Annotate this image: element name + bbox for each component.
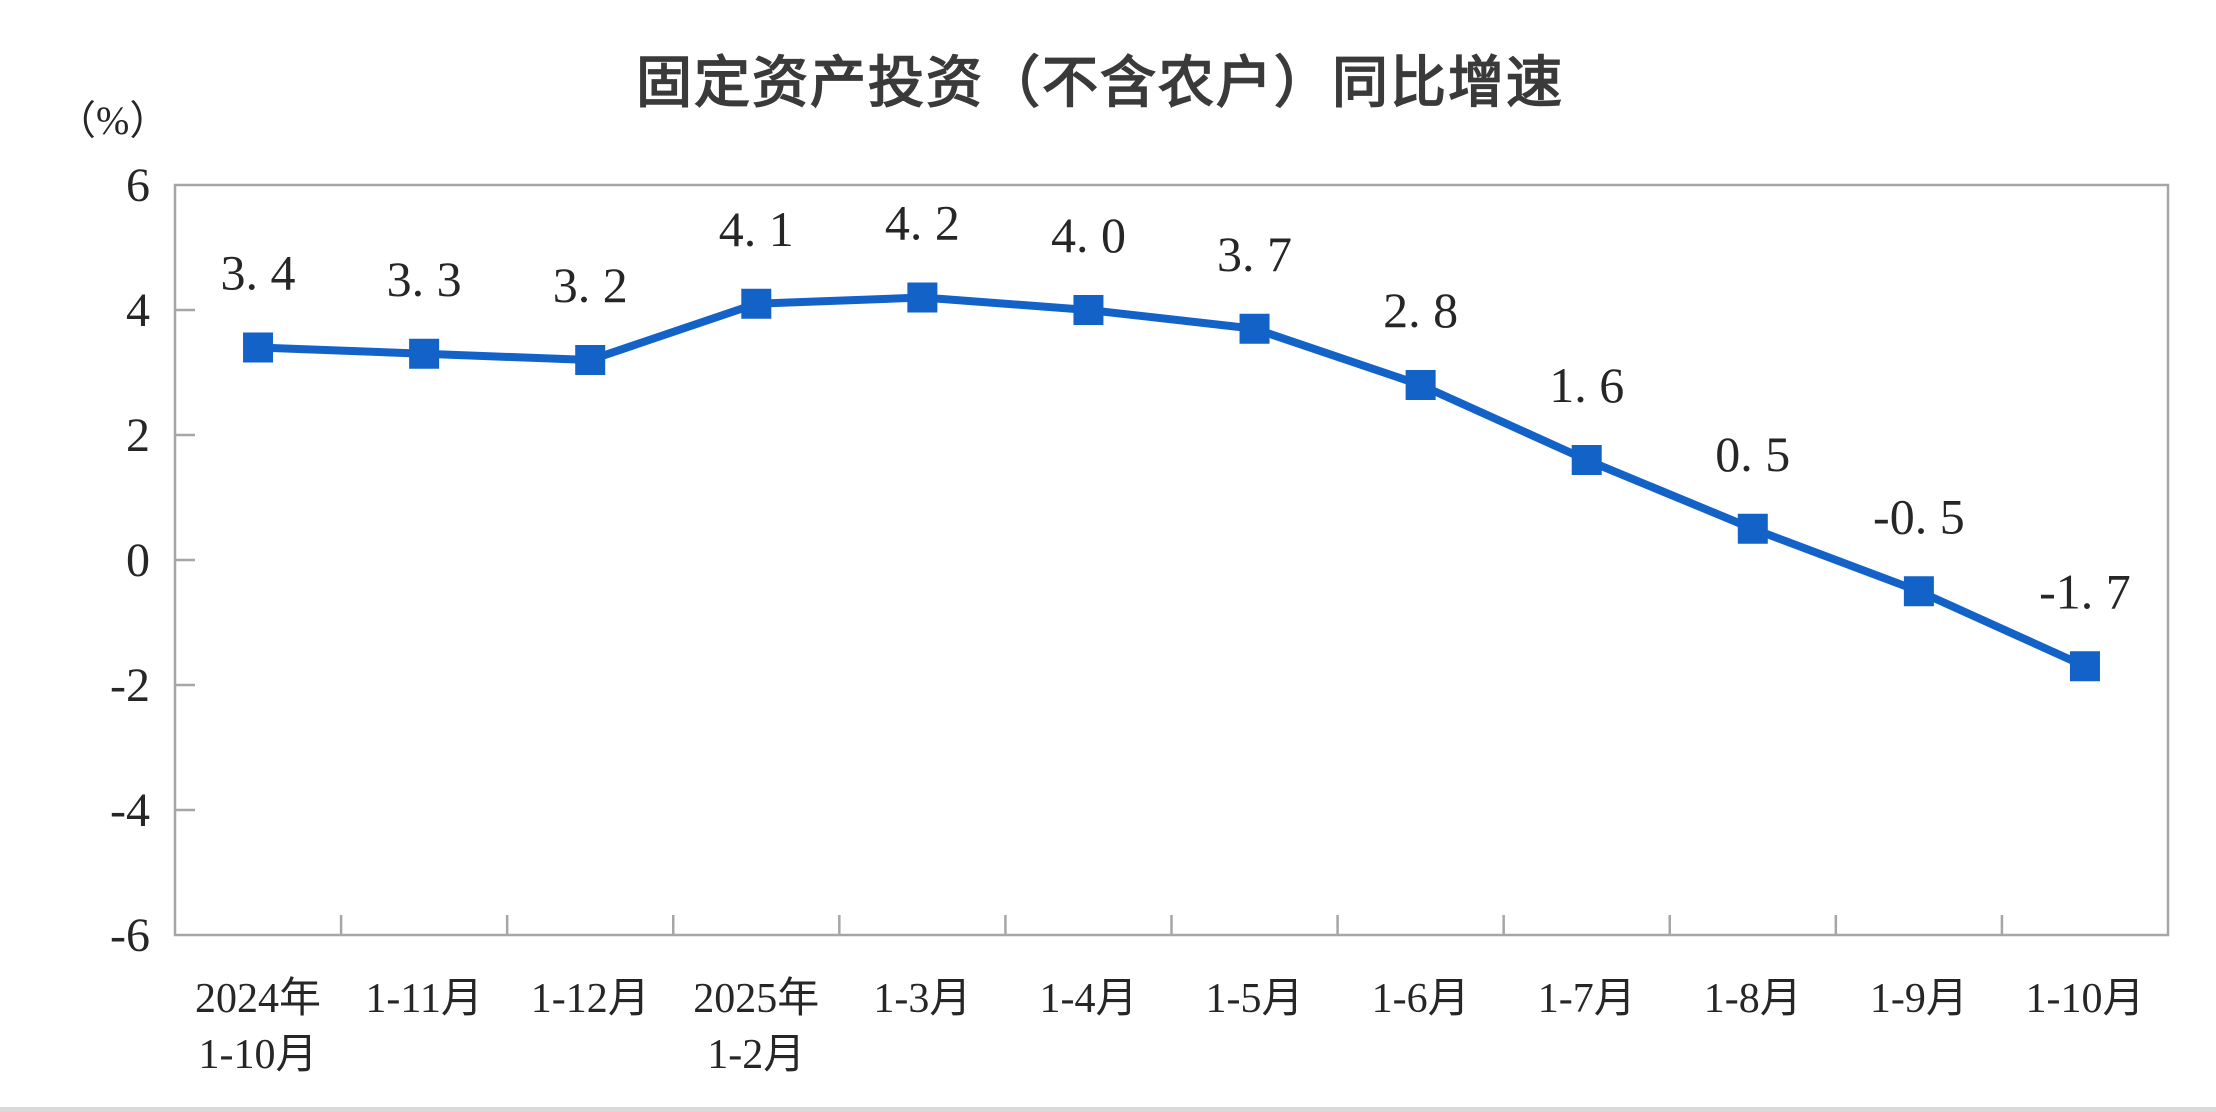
x-tick-label: 1-10月 [199, 1032, 318, 1078]
data-point-label: 4. 1 [719, 201, 794, 257]
x-tick-label: 1-5月 [1206, 976, 1304, 1022]
data-point-marker [409, 338, 440, 369]
data-point-label: 4. 0 [1051, 207, 1126, 263]
point-label-group: 3. 4 3. 3 3. 2 4. 1 4. 2 4. 0 3. 7 2. 8 1. 6 0. 5… [221, 195, 2131, 620]
data-point-marker [1239, 313, 1270, 344]
y-tick-label: 4 [126, 284, 150, 337]
data-point-label: 4. 2 [885, 195, 960, 251]
y-tick-label: 2 [126, 409, 150, 462]
data-point-marker [1903, 576, 1934, 607]
x-tick-label: 2024年 [195, 975, 321, 1022]
axis-tick-group [175, 308, 2004, 935]
x-tick-label: 1-8月 [1704, 976, 1802, 1022]
chart-title: 固定资产投资（不含农户）同比增速 [636, 51, 1564, 114]
x-tick-label: 1-9月 [1870, 976, 1968, 1022]
data-point-label: 1. 6 [1549, 357, 1624, 413]
x-tick-label: 1-7月 [1538, 976, 1636, 1022]
data-point-marker [243, 332, 274, 363]
y-tick-label: -6 [110, 909, 150, 962]
data-point-marker [907, 282, 938, 313]
y-tick-label: 6 [126, 159, 150, 212]
plot-frame-group [173, 183, 2170, 937]
data-series-group [243, 282, 2100, 682]
data-point-marker [1405, 370, 1436, 400]
y-tick-label: -2 [110, 659, 150, 712]
x-tick-label: 1-10月 [2025, 976, 2144, 1022]
x-tick-label: 1-4月 [1039, 976, 1137, 1022]
series-line [257, 293, 2087, 670]
data-point-label: -1. 7 [2039, 563, 2131, 619]
data-point-marker [741, 288, 772, 319]
data-point-label: 2. 8 [1383, 282, 1458, 338]
y-tick-label: -4 [110, 784, 150, 837]
data-point-label: 3. 3 [387, 251, 462, 307]
x-tick-label: 1-2月 [707, 1032, 805, 1078]
data-point-label: 0. 5 [1715, 426, 1790, 482]
data-point-label: 3. 2 [553, 257, 628, 313]
plot-border [173, 183, 2170, 937]
data-point-marker [1073, 295, 1104, 325]
data-point-marker [2069, 651, 2100, 682]
window-bottom-edge [0, 1107, 2216, 1112]
axis-label-group: 6 4 2 0 -2 -4 -6 2024年 1-10月 1-11月 1-12月 2025年 1-2月 1… [110, 159, 2144, 1078]
data-point-label: -0. 5 [1873, 488, 1965, 544]
data-point-label: 3. 4 [221, 245, 296, 301]
x-tick-label: 2025年 [693, 975, 819, 1022]
data-point-marker [1571, 445, 1602, 475]
data-point-label: 3. 7 [1217, 226, 1292, 282]
data-point-marker [575, 345, 606, 375]
x-tick-label: 1-12月 [531, 976, 650, 1022]
x-tick-label: 1-11月 [365, 976, 482, 1022]
x-tick-label: 1-3月 [873, 976, 971, 1022]
x-tick-label: 1-6月 [1372, 976, 1470, 1022]
data-point-marker [1737, 513, 1768, 544]
y-axis-unit-label: （%） [56, 98, 170, 143]
y-tick-label: 0 [126, 534, 150, 587]
